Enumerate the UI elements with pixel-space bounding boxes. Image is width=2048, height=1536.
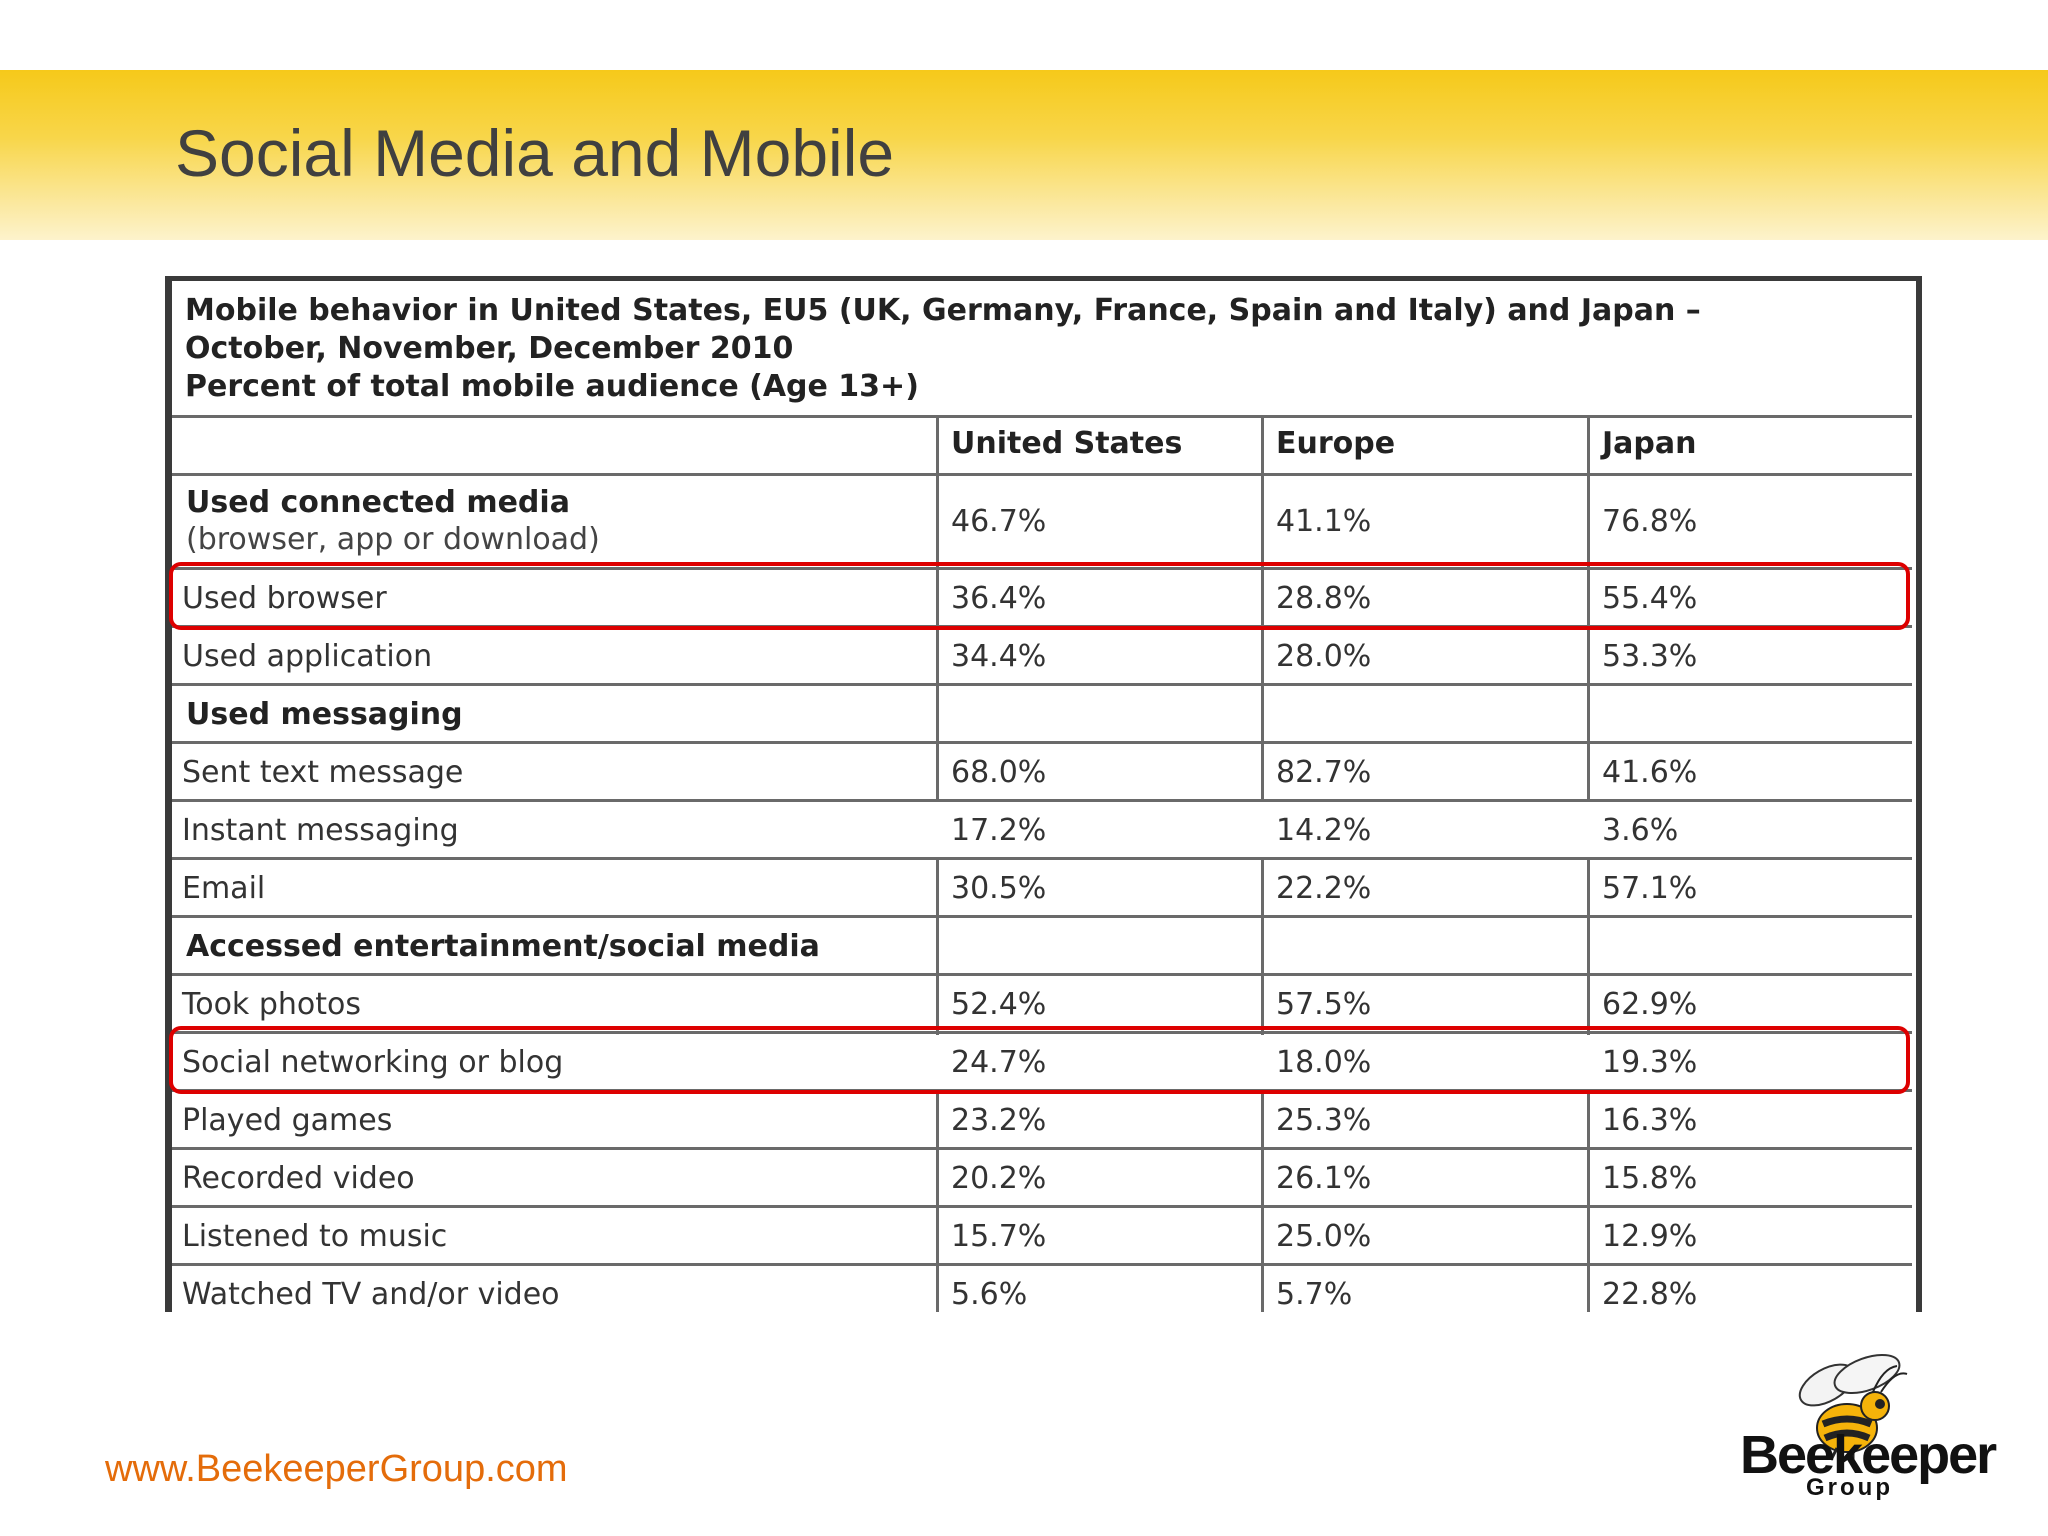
cell-value: 20.2%: [951, 1161, 1047, 1196]
cell-value: 62.9%: [1602, 987, 1698, 1022]
row-divider: [172, 1147, 1912, 1150]
row-label: Used application: [182, 639, 433, 674]
cell-value: 46.7%: [951, 504, 1047, 539]
caption-line-1: Mobile behavior in United States, EU5 (U…: [185, 293, 1701, 328]
cell-value: 3.6%: [1602, 813, 1679, 848]
row-label: Instant messaging: [182, 813, 459, 848]
column-divider: [1261, 415, 1264, 802]
cell-value: 55.4%: [1602, 581, 1698, 616]
row-divider: [172, 1205, 1912, 1208]
row-divider: [172, 473, 1912, 476]
cell-value: 5.7%: [1276, 1277, 1353, 1312]
column-divider: [936, 857, 939, 1035]
highlight-box-used-browser: [169, 562, 1910, 630]
slide-title: Social Media and Mobile: [175, 116, 895, 190]
cell-value: 41.1%: [1276, 504, 1372, 539]
cell-value: 25.0%: [1276, 1219, 1372, 1254]
column-divider: [1587, 857, 1590, 1035]
row-label: Sent text message: [182, 755, 464, 790]
caption-line-3: Percent of total mobile audience (Age 13…: [185, 369, 919, 404]
logo-name: Beekeeper: [1740, 1425, 1997, 1485]
column-divider: [1261, 1089, 1264, 1312]
cell-value: 14.2%: [1276, 813, 1372, 848]
section-label-messaging: Used messaging: [186, 697, 463, 732]
cell-value: 36.4%: [951, 581, 1047, 616]
section-sublabel: (browser, app or download): [186, 522, 600, 557]
logo-subtitle: Group: [1806, 1474, 1893, 1501]
row-divider: [172, 857, 1912, 860]
row-label: Social networking or blog: [182, 1045, 564, 1080]
cell-value: 25.3%: [1276, 1103, 1372, 1138]
cell-value: 68.0%: [951, 755, 1047, 790]
row-divider: [172, 799, 1912, 802]
row-label: Watched TV and/or video: [182, 1277, 560, 1312]
column-header-us: United States: [951, 426, 1183, 461]
footer-url: www.BeekeeperGroup.com: [105, 1448, 568, 1490]
row-divider: [172, 973, 1912, 976]
row-label: Used browser: [182, 581, 387, 616]
cell-value: 15.8%: [1602, 1161, 1698, 1196]
data-table: Mobile behavior in United States, EU5 (U…: [165, 276, 1922, 1312]
cell-value: 22.2%: [1276, 871, 1372, 906]
row-divider: [172, 741, 1912, 744]
highlight-box-social-networking: [169, 1026, 1910, 1094]
cell-value: 24.7%: [951, 1045, 1047, 1080]
column-divider: [1587, 415, 1590, 802]
row-divider: [172, 415, 1912, 418]
cell-value: 28.0%: [1276, 639, 1372, 674]
column-header-japan: Japan: [1602, 426, 1697, 461]
cell-value: 57.5%: [1276, 987, 1372, 1022]
column-divider: [936, 415, 939, 802]
row-label: Played games: [182, 1103, 393, 1138]
section-label-connected-media: Used connected media: [186, 485, 570, 520]
header-band: [0, 70, 2048, 240]
cell-value: 34.4%: [951, 639, 1047, 674]
cell-value: 5.6%: [951, 1277, 1028, 1312]
table-frame: [165, 276, 1922, 1312]
row-divider: [172, 1263, 1912, 1266]
cell-value: 30.5%: [951, 871, 1047, 906]
row-divider: [172, 1031, 1912, 1034]
cell-value: 15.7%: [951, 1219, 1047, 1254]
row-divider: [172, 683, 1912, 686]
row-label: Listened to music: [182, 1219, 448, 1254]
row-divider: [172, 567, 1912, 570]
column-divider: [1261, 857, 1264, 1035]
cell-value: 76.8%: [1602, 504, 1698, 539]
row-label: Recorded video: [182, 1161, 415, 1196]
cell-value: 41.6%: [1602, 755, 1698, 790]
row-divider: [172, 915, 1912, 918]
bee-icon: [1798, 1353, 1908, 1462]
column-divider: [936, 1089, 939, 1312]
cell-value: 57.1%: [1602, 871, 1698, 906]
cell-value: 28.8%: [1276, 581, 1372, 616]
column-divider: [1587, 1089, 1590, 1312]
cell-value: 17.2%: [951, 813, 1047, 848]
cell-value: 52.4%: [951, 987, 1047, 1022]
cell-value: 16.3%: [1602, 1103, 1698, 1138]
cell-value: 26.1%: [1276, 1161, 1372, 1196]
cell-value: 23.2%: [951, 1103, 1047, 1138]
cell-value: 12.9%: [1602, 1219, 1698, 1254]
column-header-europe: Europe: [1276, 426, 1396, 461]
cell-value: 82.7%: [1276, 755, 1372, 790]
section-label-entertainment: Accessed entertainment/social media: [186, 929, 820, 964]
cell-value: 22.8%: [1602, 1277, 1698, 1312]
cell-value: 53.3%: [1602, 639, 1698, 674]
row-label: Email: [182, 871, 266, 906]
cell-value: 18.0%: [1276, 1045, 1372, 1080]
cell-value: 19.3%: [1602, 1045, 1698, 1080]
table-caption: Mobile behavior in United States, EU5 (U…: [185, 292, 1905, 406]
row-label: Took photos: [182, 987, 362, 1022]
caption-line-2: October, November, December 2010: [185, 331, 794, 366]
